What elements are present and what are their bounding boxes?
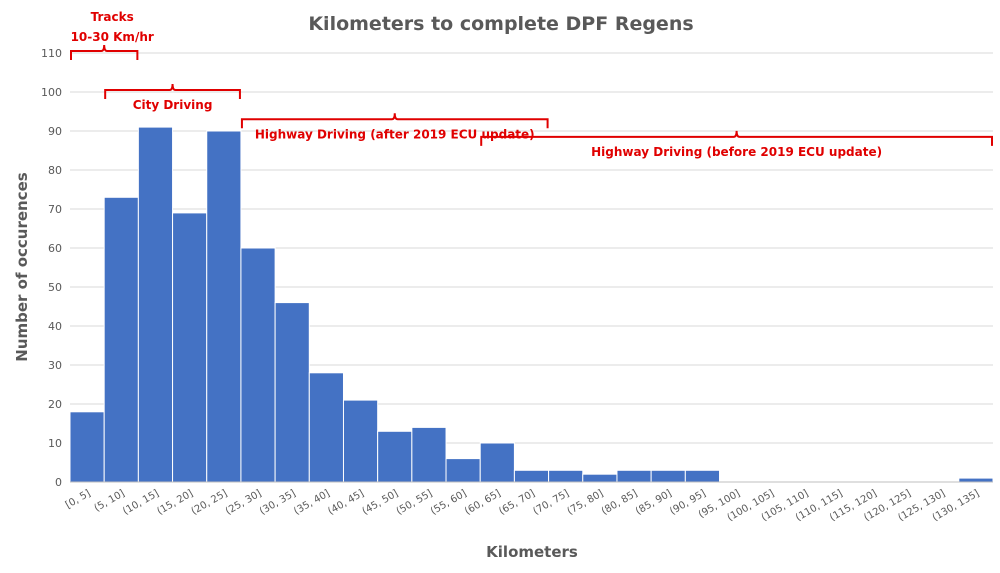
x-tick-label: (25, 30] [224,488,264,517]
annotation-label: City Driving [133,98,213,112]
y-tick-label: 20 [48,398,62,411]
bar [342,399,379,483]
x-tick-label: (15, 20] [155,488,195,517]
x-axis-title: Kilometers [486,543,578,561]
x-tick-label: [0, 5] [64,488,93,511]
annotation-label: Highway Driving (after 2019 ECU update) [255,127,535,141]
bar [137,126,174,483]
bar [206,130,242,483]
bar [479,442,515,483]
annotation-brace [240,113,549,129]
y-tick-labels: 0 10 20 30 40 50 60 70 80 90 100 110 [41,47,62,489]
x-tick-label: (65, 70] [497,488,537,517]
y-tick-label: 0 [55,476,62,489]
bar [582,473,618,483]
annotation-brace [104,84,241,100]
annotation-label: 10-30 Km/hr [71,30,154,44]
bar [69,411,105,483]
bar [308,372,344,483]
x-tick-label: (70, 75] [531,488,571,517]
y-tick-label: 100 [41,86,62,99]
x-tick-label: (10, 15] [121,488,161,517]
x-tick-labels: [0, 5] (5, 10](10, 15](15, 20](20, 25](25… [64,488,982,524]
x-tick-label: (55, 60] [429,488,469,517]
x-tick-label: (60, 65] [463,488,503,517]
y-tick-label: 60 [48,242,62,255]
y-tick-label: 80 [48,164,62,177]
bar [172,212,208,483]
bar [103,196,139,483]
bar [240,247,276,483]
x-tick-label: (80, 85] [600,488,640,517]
y-tick-label: 70 [48,203,62,216]
x-tick-label: (45, 50] [360,488,400,517]
bar [548,469,584,483]
bar [411,426,447,483]
y-tick-label: 50 [48,281,62,294]
x-tick-label: (40, 45] [326,488,366,517]
bar [958,477,994,483]
y-axis-title: Number of occurences [13,172,31,362]
bar [684,469,721,483]
chart-title: Kilometers to complete DPF Regens [308,13,693,35]
bar [513,469,550,483]
x-tick-label: (30, 35] [258,488,298,517]
bar [274,302,310,483]
y-tick-label: 110 [41,47,62,60]
x-tick-label: (75, 80] [566,488,606,517]
y-tick-label: 40 [48,320,62,333]
annotations: Tracks 10-30 Km/hr City Driving Highway Dri… [70,10,993,159]
bars [69,126,994,483]
annotation-brace [70,45,139,61]
y-tick-label: 30 [48,359,62,372]
annotation-label: Tracks [91,10,134,24]
y-tick-label: 10 [48,437,62,450]
x-tick-label: (20, 25] [190,488,230,517]
bar [616,469,652,483]
y-tick-label: 90 [48,125,62,138]
bar [445,458,481,483]
bar [650,469,686,483]
x-tick-label: (50, 55] [395,488,435,517]
annotation-label: Highway Driving (before 2019 ECU update) [591,145,882,159]
x-tick-label: (35, 40] [292,488,332,517]
annotation-brace [480,130,993,146]
x-tick-label: (85, 90] [634,488,674,517]
bar [377,430,413,483]
